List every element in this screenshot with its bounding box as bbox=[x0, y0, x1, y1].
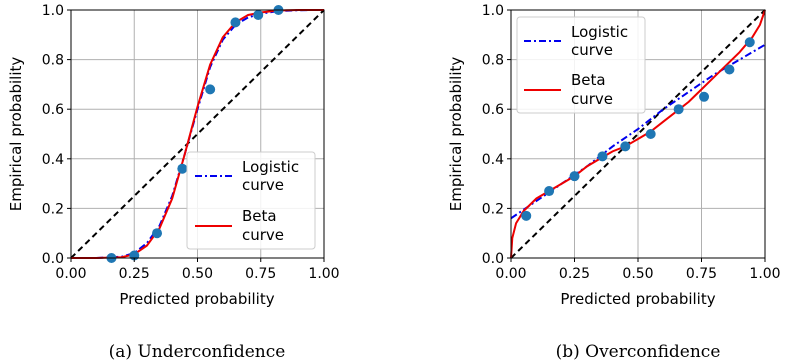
x-axis-label: Predicted probability bbox=[119, 290, 274, 308]
legend-logistic-label-2: curve bbox=[571, 41, 613, 59]
x-tick-label: 0.50 bbox=[622, 266, 653, 282]
y-tick-label: 0.8 bbox=[482, 53, 504, 69]
legend-beta-label-2: curve bbox=[571, 90, 613, 108]
data-point bbox=[645, 129, 656, 139]
beta-curve bbox=[510, 9, 766, 259]
data-point bbox=[724, 64, 735, 75]
data-point bbox=[744, 37, 755, 48]
y-tick-label: 0.8 bbox=[42, 53, 64, 69]
y-tick-label: 0.2 bbox=[482, 201, 504, 217]
x-tick-label: 1.00 bbox=[749, 266, 780, 282]
y-tick-label: 0.2 bbox=[42, 201, 64, 217]
x-tick-label: 0.75 bbox=[245, 266, 276, 282]
data-point bbox=[699, 91, 710, 102]
y-ticks: 0.0 0.2 0.4 0.6 0.8 1.0 bbox=[42, 3, 71, 267]
diagonal-line bbox=[70, 9, 325, 259]
data-point bbox=[177, 163, 188, 174]
data-point bbox=[544, 186, 555, 197]
diagonal-reference bbox=[70, 9, 325, 259]
y-tick-label: 1.0 bbox=[42, 3, 64, 19]
data-point bbox=[569, 171, 580, 182]
x-tick-label: 0.00 bbox=[495, 266, 526, 282]
panel-underconfidence: 0.00 0.25 0.50 0.75 1.00 0.00.20.40.60.81.0 … bbox=[7, 3, 340, 362]
y-tick-label: 0.4 bbox=[42, 152, 64, 168]
data-point bbox=[152, 228, 163, 239]
x-axis-label: Predicted probability bbox=[560, 290, 715, 308]
y-tick-label: 0.4 bbox=[482, 152, 504, 168]
x-tick-label: 0.50 bbox=[182, 266, 213, 282]
data-point bbox=[253, 9, 264, 20]
legend-beta-label-1: Beta bbox=[242, 207, 277, 225]
x-tick-label: 1.00 bbox=[308, 266, 339, 282]
data-point bbox=[620, 141, 631, 152]
data-point bbox=[597, 151, 608, 162]
legend: Logistic curve Beta curve bbox=[516, 16, 646, 114]
legend-beta-label-2: curve bbox=[242, 226, 284, 244]
x-ticks: 0.00 0.25 0.50 0.75 1.00 bbox=[495, 258, 781, 282]
points bbox=[521, 37, 755, 221]
x-ticks: 0.00 0.25 0.50 0.75 1.00 bbox=[55, 258, 340, 282]
panel-overconfidence: 0.00 0.25 0.50 0.75 1.00 0.00.20.40.60.81.0 … bbox=[447, 3, 781, 362]
y-axis-label: Empirical probability bbox=[7, 57, 25, 212]
legend-logistic-label-1: Logistic bbox=[571, 23, 628, 41]
y-axis-label: Empirical probability bbox=[447, 57, 465, 212]
x-tick-label: 0.25 bbox=[559, 266, 590, 282]
diagonal-reference bbox=[510, 9, 766, 259]
legend-logistic-label-1: Logistic bbox=[242, 158, 299, 176]
panel-caption: (a) Underconfidence bbox=[109, 342, 286, 362]
x-tick-label: 0.75 bbox=[686, 266, 717, 282]
y-tick-label: 0.6 bbox=[42, 102, 64, 118]
y-tick-label: 0.0 bbox=[482, 251, 504, 267]
x-tick-label: 0.00 bbox=[55, 266, 86, 282]
legend-logistic-label-2: curve bbox=[242, 176, 284, 194]
data-point bbox=[673, 104, 684, 115]
diagonal-line bbox=[510, 9, 766, 259]
y-tick-label: 1.0 bbox=[482, 3, 504, 19]
y-tick-label: 0.0 bbox=[42, 251, 64, 267]
legend-beta-label-1: Beta bbox=[571, 71, 606, 89]
legend: Logistic curve Beta curve bbox=[186, 151, 316, 250]
legend-box bbox=[186, 151, 316, 250]
y-ticks: 0.0 0.2 0.4 0.6 0.8 1.0 bbox=[482, 3, 511, 267]
y-tick-label: 0.6 bbox=[482, 102, 504, 118]
panel-caption: (b) Overconfidence bbox=[556, 342, 721, 362]
data-point bbox=[205, 84, 216, 95]
x-tick-label: 0.25 bbox=[119, 266, 150, 282]
data-point bbox=[521, 210, 532, 221]
data-point bbox=[230, 17, 241, 28]
